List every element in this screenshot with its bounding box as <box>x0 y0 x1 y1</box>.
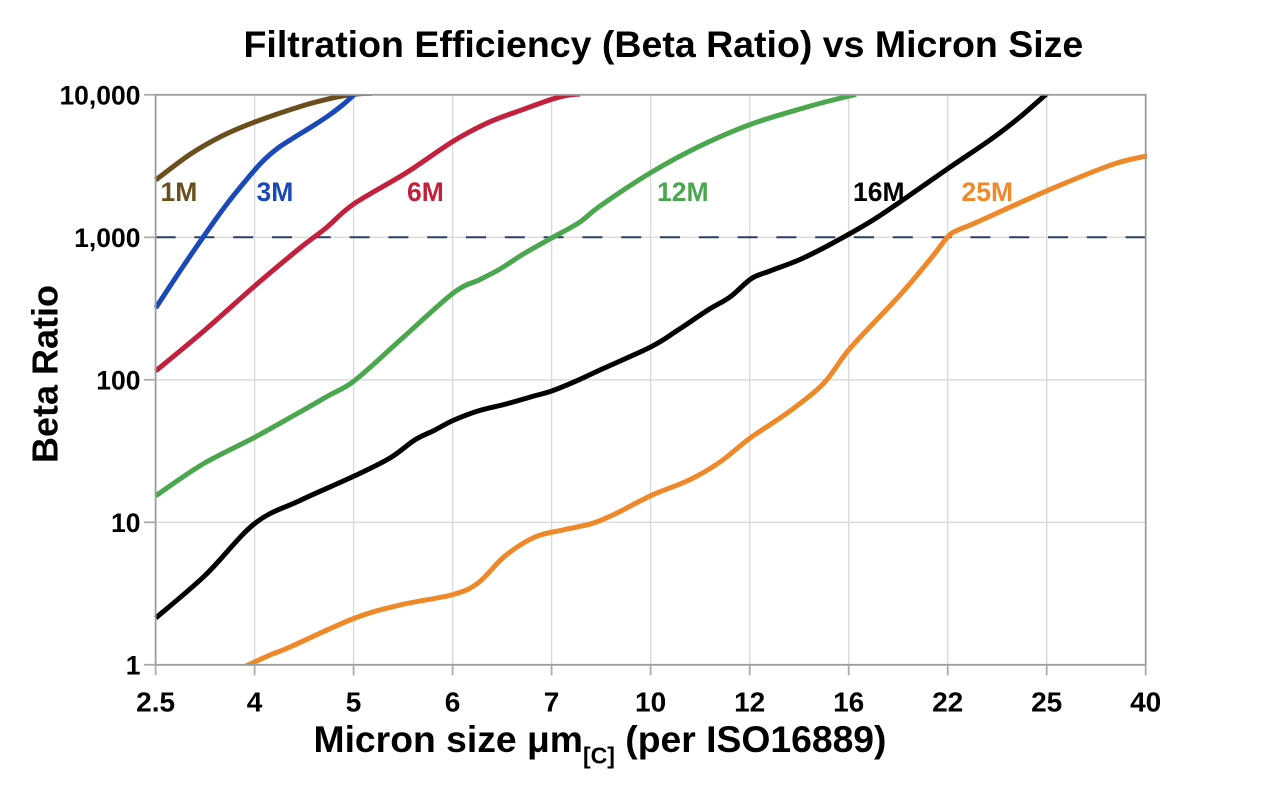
svg-text:1: 1 <box>126 650 141 680</box>
svg-text:16M: 16M <box>853 177 905 207</box>
svg-text:2.5: 2.5 <box>136 686 175 717</box>
svg-text:3M: 3M <box>257 177 294 207</box>
svg-text:6M: 6M <box>407 177 444 207</box>
svg-text:100: 100 <box>96 365 140 395</box>
svg-text:7: 7 <box>544 686 560 717</box>
svg-text:25M: 25M <box>962 177 1014 207</box>
svg-text:Filtration Efficiency (Beta Ra: Filtration Efficiency (Beta Ratio) vs Mi… <box>244 23 1084 65</box>
svg-text:10,000: 10,000 <box>59 80 140 110</box>
svg-text:5: 5 <box>346 686 362 717</box>
svg-text:40: 40 <box>1130 686 1161 717</box>
svg-text:Beta Ratio: Beta Ratio <box>25 285 66 463</box>
svg-text:12: 12 <box>734 686 765 717</box>
svg-text:4: 4 <box>247 686 263 717</box>
svg-text:6: 6 <box>445 686 461 717</box>
svg-text:1,000: 1,000 <box>74 223 140 253</box>
svg-text:25: 25 <box>1031 686 1062 717</box>
svg-text:10: 10 <box>111 508 140 538</box>
svg-text:22: 22 <box>932 686 963 717</box>
svg-text:1M: 1M <box>161 177 198 207</box>
svg-text:12M: 12M <box>657 177 709 207</box>
svg-text:10: 10 <box>635 686 666 717</box>
svg-text:16: 16 <box>833 686 864 717</box>
